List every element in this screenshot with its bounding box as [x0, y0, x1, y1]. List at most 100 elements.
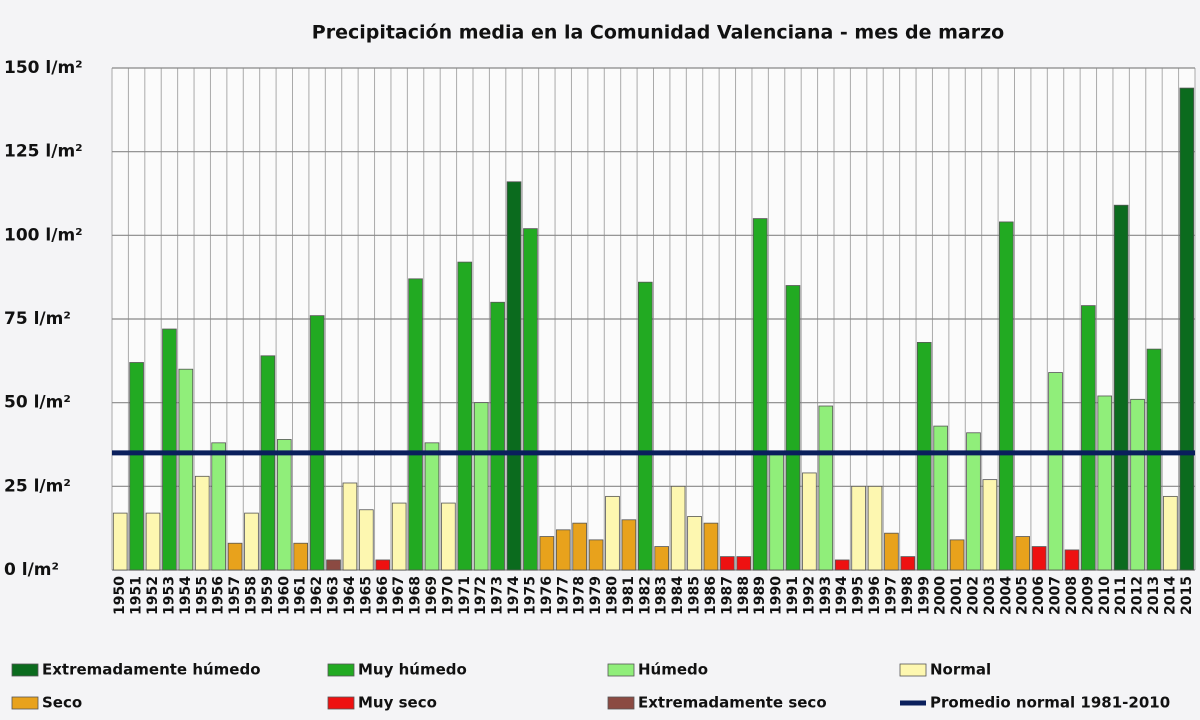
- bar: [1048, 372, 1063, 571]
- bar: [473, 402, 489, 571]
- x-tick-label: 1966: [375, 576, 391, 615]
- x-tick-label: 2015: [1179, 576, 1195, 615]
- bar: [720, 556, 735, 571]
- x-tick-label: 1964: [342, 576, 358, 615]
- x-tick-label: 1959: [260, 576, 276, 615]
- bar: [999, 221, 1014, 571]
- bar: [260, 355, 276, 571]
- bar: [555, 529, 571, 571]
- x-tick-label: 1960: [276, 576, 292, 615]
- x-tick-label: 2001: [949, 576, 965, 615]
- bar: [916, 342, 932, 571]
- bar: [1031, 546, 1047, 571]
- x-tick-label: 1963: [326, 576, 342, 615]
- bar: [621, 519, 637, 571]
- legend-label: Muy húmedo: [358, 661, 467, 679]
- x-tick-label: 1976: [539, 576, 555, 615]
- x-tick-label: 1980: [604, 576, 620, 615]
- legend-swatch: [607, 663, 635, 677]
- bar: [1081, 305, 1096, 571]
- bar: [359, 509, 374, 571]
- x-tick-label: 1956: [211, 576, 227, 615]
- x-tick-label: 1990: [769, 576, 785, 615]
- y-tick-label: 100 l/m²: [4, 225, 83, 245]
- bar: [588, 539, 604, 571]
- bar: [638, 281, 653, 571]
- bar: [211, 442, 226, 571]
- legend-swatch: [11, 663, 39, 677]
- x-tick-label: 2005: [1015, 576, 1031, 615]
- bar: [309, 315, 325, 571]
- y-tick-label: 75 l/m²: [4, 309, 71, 329]
- x-tick-label: 2002: [965, 576, 981, 615]
- bar: [277, 439, 292, 571]
- bar: [1163, 495, 1178, 571]
- bar: [227, 542, 243, 571]
- x-tick-label: 1954: [178, 576, 194, 615]
- x-tick-label: 1967: [391, 576, 407, 615]
- x-tick-label: 1965: [358, 576, 374, 615]
- x-tick-label: 1991: [785, 576, 801, 615]
- bar: [851, 485, 866, 571]
- x-tick-label: 1950: [112, 576, 128, 615]
- x-tick-label: 1972: [473, 576, 489, 615]
- x-tick-label: 1975: [522, 576, 538, 615]
- bar: [736, 556, 752, 571]
- x-tick-label: 1988: [736, 576, 752, 615]
- bar: [194, 475, 210, 571]
- x-tick-label: 1981: [621, 576, 637, 615]
- x-tick-label: 1994: [834, 576, 850, 615]
- x-tick-label: 1962: [309, 576, 325, 615]
- legend-label: Muy seco: [358, 694, 437, 712]
- bar: [752, 218, 768, 571]
- x-tick-label: 1995: [851, 576, 867, 615]
- x-tick-label: 1997: [883, 576, 899, 615]
- bar: [441, 502, 456, 571]
- x-tick-label: 1958: [243, 576, 259, 615]
- bar: [933, 425, 948, 571]
- bar: [244, 512, 259, 571]
- bar: [523, 228, 538, 571]
- x-tick-label: 2011: [1113, 576, 1129, 615]
- bar: [900, 556, 916, 571]
- x-tick-label: 1983: [654, 576, 670, 615]
- bar: [391, 502, 407, 571]
- bar: [539, 536, 555, 571]
- legend-label: Húmedo: [638, 661, 708, 679]
- x-tick-label: 1951: [129, 576, 145, 615]
- x-tick-label: 2013: [1146, 576, 1162, 615]
- legend-swatch: [607, 696, 635, 710]
- x-tick-label: 1968: [408, 576, 424, 615]
- bar: [457, 261, 473, 571]
- chart-title: Precipitación media en la Comunidad Vale…: [312, 22, 1004, 44]
- bar: [818, 405, 834, 571]
- bar: [654, 546, 669, 571]
- legend-swatch: [327, 696, 355, 710]
- bar: [506, 181, 522, 571]
- bar: [293, 542, 308, 571]
- x-tick-label: 1992: [801, 576, 817, 615]
- x-tick-label: 2014: [1162, 576, 1178, 615]
- y-tick-label: 50 l/m²: [4, 393, 71, 413]
- x-tick-label: 1978: [572, 576, 588, 615]
- y-tick-label: 150 l/m²: [4, 58, 83, 78]
- bar: [867, 485, 883, 571]
- bar: [112, 512, 128, 571]
- legend-label: Extremadamente húmedo: [42, 661, 261, 679]
- x-tick-label: 2010: [1097, 576, 1113, 615]
- x-tick-label: 1993: [818, 576, 834, 615]
- bar: [884, 532, 899, 571]
- x-tick-label: 2007: [1048, 576, 1064, 615]
- bar: [1179, 87, 1195, 571]
- x-tick-label: 2009: [1080, 576, 1096, 615]
- bar: [1130, 398, 1145, 571]
- x-tick-label: 1957: [227, 576, 243, 615]
- x-tick-label: 1973: [490, 576, 506, 615]
- bar: [1064, 549, 1080, 571]
- bar: [162, 328, 177, 571]
- x-tick-label: 1953: [161, 576, 177, 615]
- legend-swatch: [11, 696, 39, 710]
- x-tick-label: 1984: [670, 576, 686, 615]
- x-tick-label: 2003: [982, 576, 998, 615]
